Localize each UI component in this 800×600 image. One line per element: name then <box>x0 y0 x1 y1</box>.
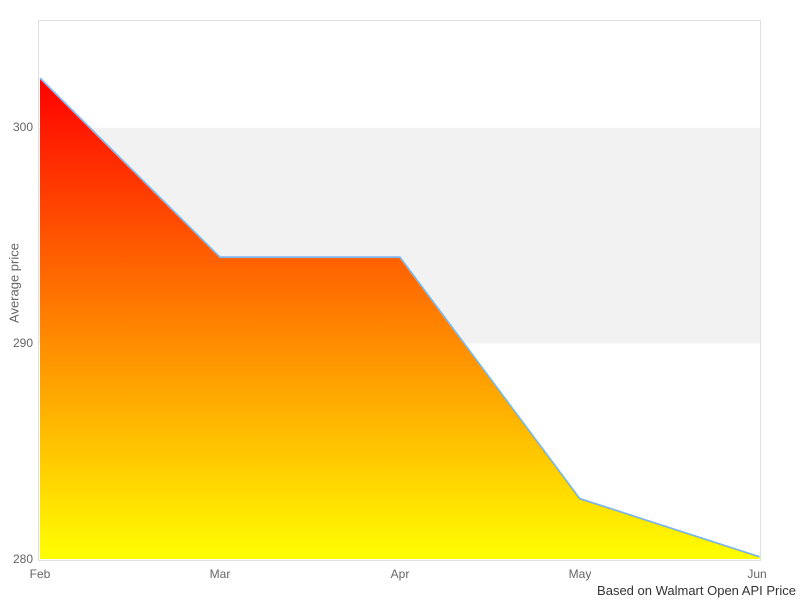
y-tick-label-290: 290 <box>12 336 33 350</box>
y-tick-label-280: 280 <box>12 552 33 566</box>
plot-area-border <box>38 20 761 561</box>
x-tick-label-apr: Apr <box>390 567 410 581</box>
price-area-fill <box>40 78 760 559</box>
y-tick-label-300: 300 <box>12 120 33 134</box>
chart-caption: Based on Walmart Open API Price <box>597 583 796 598</box>
x-tick-label-mar: Mar <box>209 567 231 581</box>
x-tick-label-may: May <box>568 567 592 581</box>
x-tick-label-feb: Feb <box>29 567 51 581</box>
x-tick-label-jun: Jun <box>747 567 767 581</box>
y-axis-title: Average price <box>6 243 22 323</box>
price-line <box>39 77 760 558</box>
